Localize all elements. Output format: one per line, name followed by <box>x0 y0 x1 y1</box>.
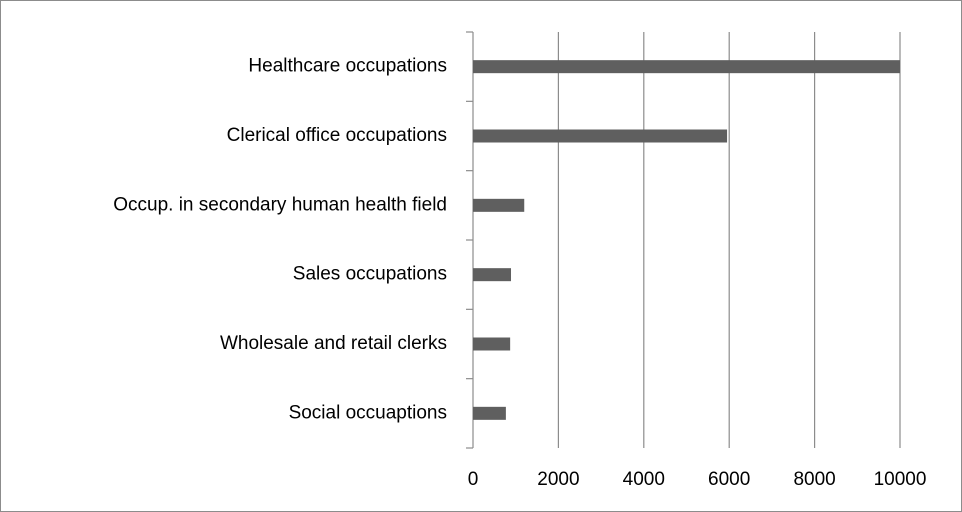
x-tick-label: 0 <box>468 469 479 490</box>
y-tick-label: Clerical office occupations <box>227 125 447 146</box>
x-tick-label: 4000 <box>623 469 665 490</box>
y-tick-label: Social occuaptions <box>289 402 447 423</box>
x-tick-label: 2000 <box>537 469 579 490</box>
y-tick-label: Wholesale and retail clerks <box>220 333 447 354</box>
y-tick-label: Occup. in secondary human health field <box>113 194 447 215</box>
bar <box>473 129 728 143</box>
x-tick-label: 6000 <box>708 469 750 490</box>
bar <box>473 60 900 74</box>
bar <box>473 198 525 212</box>
bar <box>473 268 512 282</box>
x-tick-label: 8000 <box>793 469 835 490</box>
bar <box>473 337 511 351</box>
x-tick-label: 10000 <box>874 469 927 490</box>
bar <box>473 406 506 420</box>
y-tick-label: Healthcare occupations <box>248 56 447 77</box>
y-tick-label: Sales occupations <box>293 264 447 285</box>
